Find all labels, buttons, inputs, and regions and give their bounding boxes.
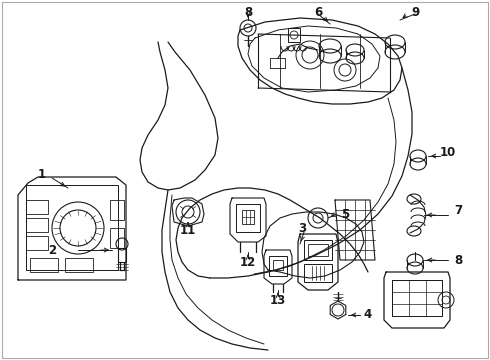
Text: 5: 5 bbox=[341, 208, 349, 221]
Text: 13: 13 bbox=[270, 293, 286, 306]
Bar bbox=[30, 258, 58, 272]
Bar bbox=[269, 256, 287, 276]
Bar bbox=[110, 228, 124, 248]
Bar bbox=[26, 236, 48, 250]
Bar bbox=[273, 260, 283, 270]
Text: 2: 2 bbox=[48, 243, 56, 256]
Text: 1: 1 bbox=[38, 168, 46, 181]
Text: 3: 3 bbox=[298, 221, 306, 234]
Text: 8: 8 bbox=[454, 253, 462, 266]
Bar bbox=[65, 258, 93, 272]
Bar bbox=[236, 204, 260, 232]
Bar bbox=[392, 280, 442, 316]
Text: 7: 7 bbox=[454, 203, 462, 216]
Bar bbox=[118, 248, 126, 262]
Bar bbox=[308, 244, 328, 256]
Bar bbox=[304, 240, 332, 260]
Text: 12: 12 bbox=[240, 256, 256, 269]
Text: 6: 6 bbox=[314, 5, 322, 18]
Text: 9: 9 bbox=[411, 5, 419, 18]
Text: 8: 8 bbox=[244, 5, 252, 18]
Bar bbox=[26, 218, 48, 232]
Bar bbox=[26, 200, 48, 214]
Bar bbox=[304, 264, 332, 282]
Text: 11: 11 bbox=[180, 224, 196, 237]
Bar bbox=[26, 185, 118, 270]
Bar bbox=[242, 210, 254, 224]
Bar bbox=[288, 28, 300, 42]
Text: 4: 4 bbox=[364, 309, 372, 321]
Text: 10: 10 bbox=[440, 145, 456, 158]
Bar bbox=[110, 200, 124, 220]
